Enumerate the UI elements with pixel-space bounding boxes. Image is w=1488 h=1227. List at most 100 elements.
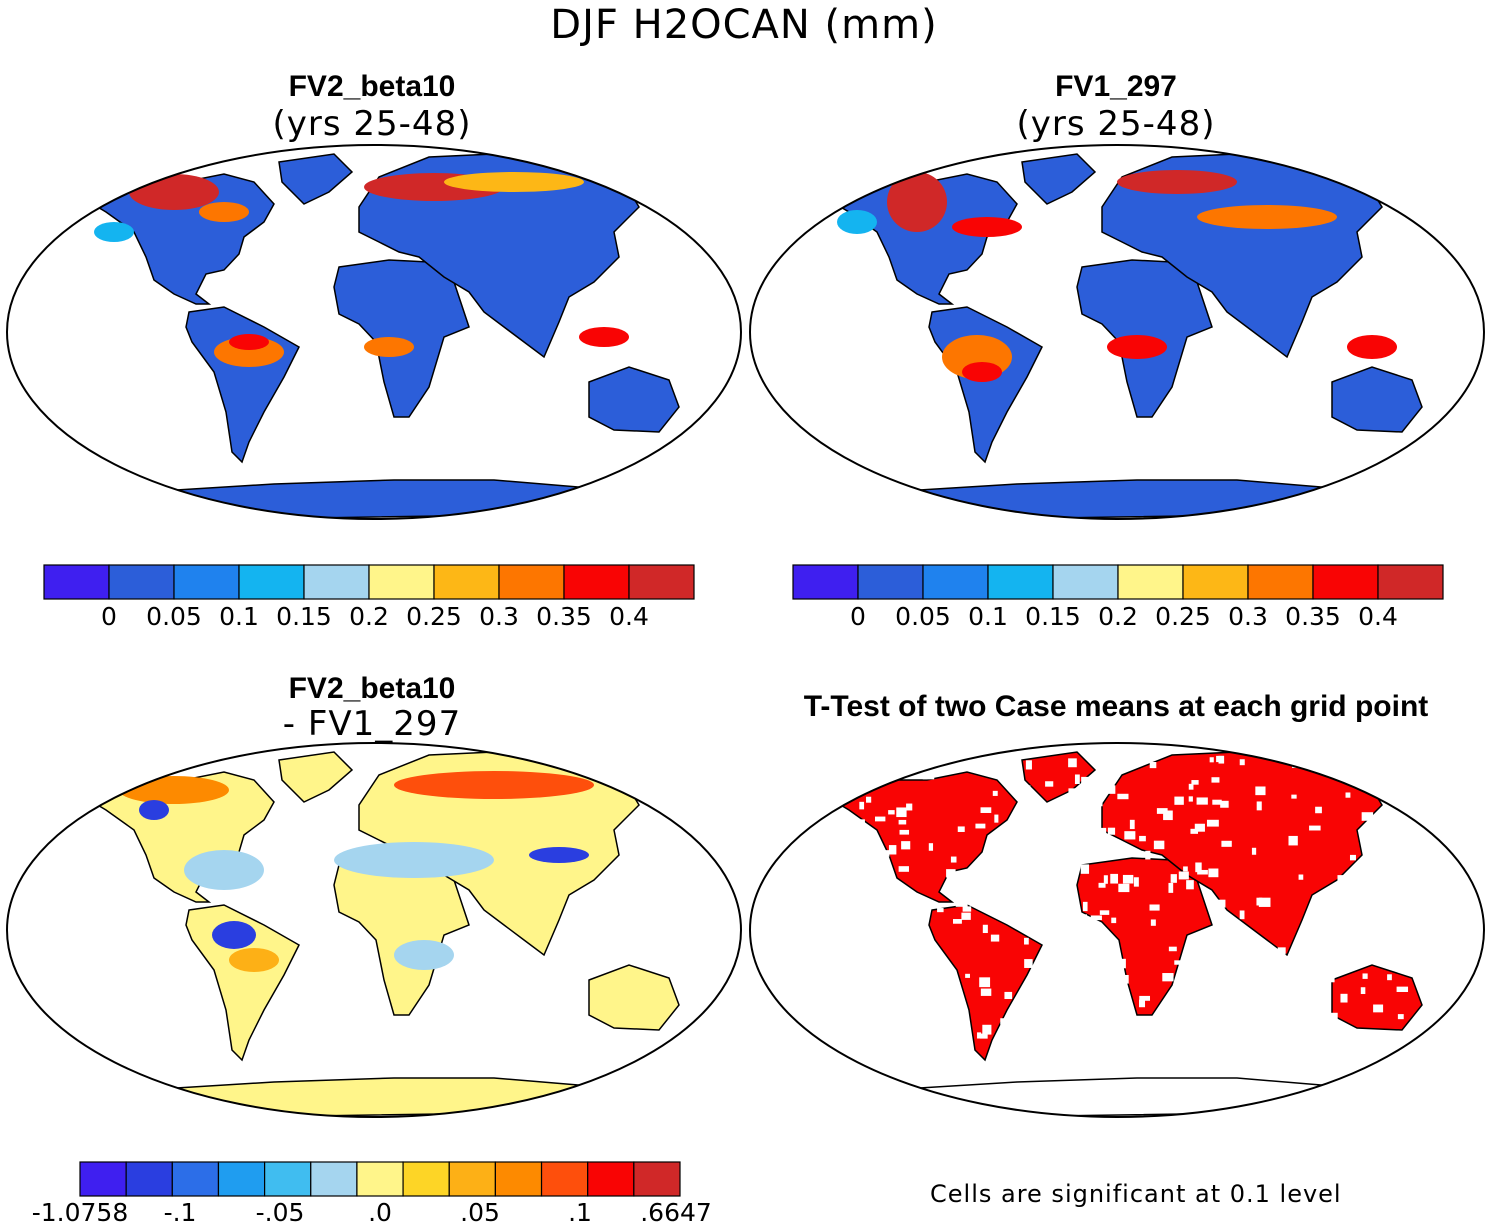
nonsignificant-cell [1024, 959, 1033, 968]
colorbar-swatch [987, 564, 1054, 600]
nonsignificant-cell [1102, 965, 1109, 976]
nonsignificant-cell [847, 857, 855, 867]
colorbar-swatch [402, 1161, 450, 1197]
nonsignificant-cell [1220, 800, 1229, 808]
cb2-tick: 0.15 [1025, 602, 1081, 631]
anomaly-patch [119, 776, 229, 804]
nonsignificant-cell [862, 786, 869, 792]
nonsignificant-cell [1190, 828, 1199, 834]
nonsignificant-cell [889, 883, 902, 889]
nonsignificant-cell [1025, 760, 1032, 770]
nonsignificant-cell [975, 823, 986, 829]
nonsignificant-cell [1086, 1005, 1095, 1011]
anomaly-patch [139, 800, 169, 820]
anomaly-patch [212, 921, 256, 949]
nonsignificant-cell [922, 769, 935, 780]
nonsignificant-cell [1199, 944, 1205, 954]
nonsignificant-cell [1401, 806, 1407, 811]
nonsignificant-cell [892, 985, 904, 991]
nonsignificant-cell [1291, 794, 1297, 799]
continent-shape [41, 479, 705, 519]
nonsignificant-cell [950, 856, 957, 863]
colorbar-3 [79, 1161, 681, 1197]
nonsignificant-cell [961, 1030, 968, 1039]
nonsignificant-cell [1028, 856, 1033, 867]
panel2-title: FV1_297 [1055, 70, 1177, 103]
nonsignificant-cell [1149, 904, 1160, 911]
nonsignificant-cell [990, 934, 1000, 942]
cb2-tick: 0.05 [895, 602, 951, 631]
nonsignificant-cell [953, 919, 962, 924]
nonsignificant-cell [1178, 871, 1189, 880]
panel3-subtitle: - FV1_297 [282, 704, 462, 744]
nonsignificant-cell [1068, 758, 1077, 768]
colorbar-swatch [1377, 564, 1444, 600]
nonsignificant-cell [1099, 910, 1110, 915]
nonsignificant-cell [897, 964, 907, 975]
nonsignificant-cell [845, 874, 856, 883]
colorbar-swatch [792, 564, 859, 600]
nonsignificant-cell [1092, 1035, 1104, 1042]
nonsignificant-cell [1174, 960, 1183, 965]
cb3-tick: .0 [368, 1198, 392, 1227]
nonsignificant-cell [884, 850, 890, 857]
cb2-tick: 0.4 [1358, 602, 1398, 631]
panel4-title: T-Test of two Case means at each grid po… [803, 690, 1429, 723]
nonsignificant-cell [1059, 819, 1068, 824]
nonsignificant-cell [1373, 1004, 1384, 1013]
colorbar-swatch [494, 1161, 543, 1197]
anomaly-patch [334, 842, 494, 878]
colorbar-1 [43, 564, 695, 600]
cb1-tick: 0.1 [219, 602, 259, 631]
nonsignificant-cell [1393, 931, 1401, 938]
nonsignificant-cell [1315, 806, 1322, 814]
nonsignificant-cell [899, 829, 910, 835]
nonsignificant-cell [1255, 786, 1266, 796]
nonsignificant-cell [997, 867, 1010, 876]
nonsignificant-cell [1092, 821, 1099, 829]
colorbar-swatch [79, 1161, 127, 1197]
nonsignificant-cell [1082, 914, 1087, 924]
nonsignificant-cell [1024, 937, 1029, 945]
nonsignificant-cell [1000, 1018, 1010, 1025]
nonsignificant-cell [1125, 1017, 1137, 1022]
nonsignificant-cell [937, 908, 944, 913]
nonsignificant-cell [1211, 777, 1220, 783]
nonsignificant-cell [953, 1029, 961, 1036]
nonsignificant-cell [1327, 1012, 1338, 1022]
nonsignificant-cell [1174, 796, 1184, 805]
nonsignificant-cell [993, 1044, 998, 1049]
nonsignificant-cell [1257, 1025, 1262, 1035]
nonsignificant-cell [1139, 835, 1146, 842]
nonsignificant-cell [1277, 947, 1286, 955]
colorbar-swatch [633, 1161, 681, 1197]
cb1-tick: 0.05 [146, 602, 202, 631]
nonsignificant-cell [1396, 986, 1409, 992]
nonsignificant-cell [1302, 969, 1314, 980]
colorbar-swatch [1247, 564, 1314, 600]
nonsignificant-cell [1197, 869, 1208, 875]
nonsignificant-cell [1405, 888, 1410, 899]
nonsignificant-cell [898, 819, 907, 825]
nonsignificant-cell [928, 1003, 938, 1011]
nonsignificant-cell [1144, 1042, 1154, 1052]
nonsignificant-cell [851, 829, 860, 837]
nonsignificant-cell [1397, 1014, 1404, 1020]
map-panel-4 [784, 751, 1448, 1117]
nonsignificant-cell [1103, 1039, 1116, 1044]
nonsignificant-cell [1106, 757, 1112, 767]
anomaly-patch [229, 948, 279, 972]
cb3-tick: -.05 [255, 1198, 305, 1227]
nonsignificant-cell [965, 973, 970, 978]
anomaly-patch [887, 172, 947, 232]
nonsignificant-cell [1239, 759, 1245, 766]
nonsignificant-cell [1312, 970, 1321, 978]
nonsignificant-cell [866, 796, 872, 803]
nonsignificant-cell [888, 810, 895, 815]
anomaly-patch [1107, 335, 1167, 359]
nonsignificant-cell [1285, 955, 1291, 965]
nonsignificant-cell [1139, 995, 1151, 1001]
cb2-tick: 0 [850, 602, 866, 631]
anomaly-patch [184, 850, 264, 890]
nonsignificant-cell [1043, 1022, 1054, 1033]
